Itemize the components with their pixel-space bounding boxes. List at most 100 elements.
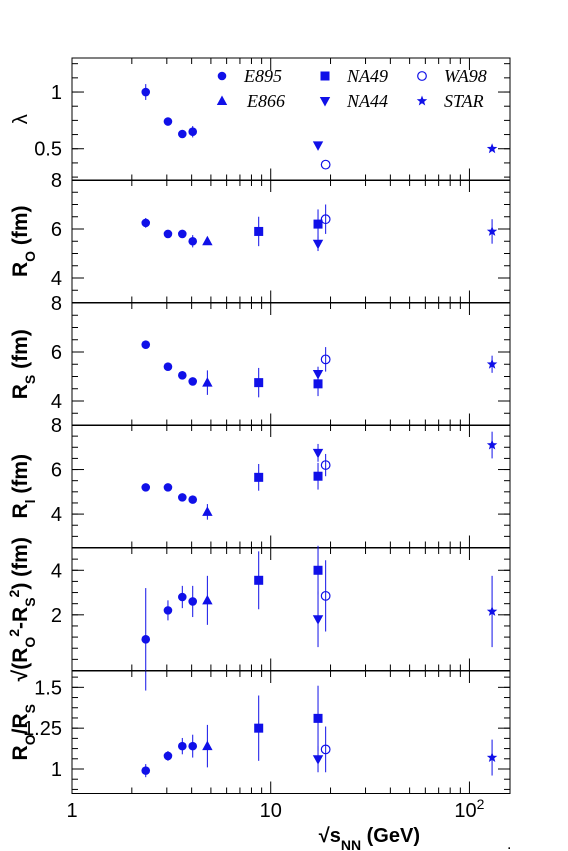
y-tick-label: 6: [51, 460, 62, 482]
data-point-e866: [202, 740, 213, 751]
y-axis-label: Rl (fm): [9, 454, 38, 519]
y-axis-label-part: -R: [9, 607, 32, 629]
data-point-na49: [313, 379, 323, 389]
data-point-star: [486, 143, 498, 154]
data-point-na44: [312, 755, 324, 765]
y-axis-label-part: S: [22, 597, 38, 606]
data-point-na44: [312, 141, 324, 151]
data-point-wa98: [320, 214, 331, 225]
y-axis-label-part: O: [22, 251, 38, 262]
legend-marker-e866: [216, 95, 228, 105]
legend-label: E866: [246, 91, 285, 111]
legend-marker-star: [416, 95, 428, 106]
data-point-e866: [202, 235, 213, 246]
data-point-e895: [178, 493, 187, 502]
data-point-e866: [202, 506, 213, 516]
data-point-e895: [188, 597, 198, 606]
y-axis-label-part: (fm): [9, 329, 32, 375]
data-point-star: [486, 439, 498, 450]
y-tick-label: 6: [51, 219, 62, 241]
data-point-star: [486, 225, 498, 236]
y-tick-label: 2: [51, 605, 62, 627]
x-label-suffix: (GeV): [361, 825, 420, 847]
y-tick-label: 1: [51, 82, 62, 104]
legend-marker-e895: [217, 71, 227, 81]
data-point-na44: [312, 448, 324, 459]
y-axis-label: RO/RS: [9, 704, 38, 760]
y-axis-label: RS (fm): [9, 329, 38, 399]
panel-frame: [71, 547, 511, 671]
y-axis-label-part: (fm): [9, 205, 32, 251]
legend-label: E895: [243, 66, 282, 86]
data-point-na49: [254, 723, 264, 733]
data-point-na49: [254, 575, 264, 585]
x-tick-label: 1: [66, 800, 77, 822]
x-tick-label: 10: [260, 800, 282, 822]
data-point-e895: [188, 741, 198, 751]
panel-ratio: 1 1.25 1.5 RO/RS: [9, 670, 511, 794]
y-axis-label-part: λ: [10, 114, 32, 124]
legend: E895 NA49 WA98 E866 NA44 STAR: [216, 66, 487, 111]
footnote: .: [507, 836, 511, 851]
data-point-star: [486, 358, 498, 369]
y-tick-label: 4: [51, 391, 62, 413]
data-point-wa98: [320, 744, 331, 755]
data-point-na49: [254, 378, 264, 388]
y-tick-label: 8: [51, 415, 62, 437]
data-point-e895: [178, 229, 187, 239]
y-axis-label: √(RO2-RS2) (fm): [6, 537, 38, 681]
data-point-e866: [202, 377, 213, 387]
legend-marker-na49: [320, 71, 330, 81]
x-tick-exponent: 2: [477, 796, 485, 812]
y-tick-label: 4: [51, 268, 62, 290]
data-point-e895: [163, 117, 173, 126]
data-point-na49: [254, 472, 264, 482]
y-tick-label: 8: [51, 170, 62, 192]
data-point-na49: [313, 219, 323, 229]
y-tick-label: 4: [51, 560, 62, 582]
y-axis-label-part: S: [22, 375, 38, 384]
y-axis-label-part: R: [9, 262, 32, 277]
y-tick-label: 1: [51, 759, 62, 781]
panel-frame: [71, 424, 511, 548]
y-axis-label: λ: [10, 114, 32, 124]
data-point-na49: [313, 565, 323, 575]
data-point-e866: [202, 594, 213, 605]
y-axis-label: RO (fm): [9, 205, 38, 277]
y-tick-label: 8: [51, 293, 62, 315]
y-tick-label: 0.5: [34, 139, 62, 161]
data-point-e895: [163, 483, 173, 492]
data-point-star: [486, 752, 498, 763]
y-axis-label-part: √(R: [9, 648, 32, 682]
data-point-e895: [178, 741, 187, 751]
x-tick-label: 102: [454, 796, 484, 822]
x-label-prefix: √s: [319, 825, 341, 847]
panel-Ro: 4 6 8 RO (fm): [9, 170, 511, 303]
y-tick-label: 4: [51, 504, 62, 526]
data-point-na44: [312, 239, 324, 250]
panel-Rl: 4 6 8 Rl (fm): [9, 415, 511, 548]
y-axis-label-part: ) (fm): [9, 537, 32, 589]
data-point-na49: [313, 471, 323, 481]
x-axis-label: √sNN (GeV): [319, 825, 420, 851]
y-axis-label-part: l: [22, 499, 38, 503]
data-point-e895: [188, 127, 198, 137]
data-point-e895: [141, 340, 151, 349]
data-point-na44: [312, 370, 324, 380]
data-point-na49: [313, 713, 323, 723]
data-point-star: [486, 605, 498, 616]
data-point-e895: [141, 635, 151, 644]
legend-label: WA98: [444, 66, 487, 86]
data-point-e895: [188, 236, 198, 246]
y-tick-label: 1.5: [34, 677, 62, 699]
data-point-wa98: [320, 460, 331, 470]
legend-marker-na44: [319, 97, 331, 107]
x-axis: 1 10 102: [66, 796, 484, 822]
data-point-wa98: [320, 159, 331, 170]
data-point-e895: [163, 229, 173, 239]
data-point-na44: [312, 615, 324, 625]
data-point-e895: [163, 362, 173, 372]
y-axis-label-part: R: [9, 384, 32, 399]
